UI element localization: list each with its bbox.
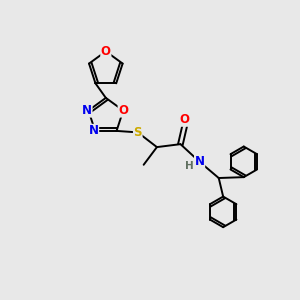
Text: H: H (185, 161, 194, 171)
Text: O: O (101, 45, 111, 58)
Text: O: O (180, 113, 190, 126)
Text: S: S (134, 126, 142, 139)
Text: N: N (195, 155, 205, 168)
Text: N: N (88, 124, 99, 137)
Text: O: O (118, 104, 128, 117)
Text: N: N (82, 104, 92, 117)
